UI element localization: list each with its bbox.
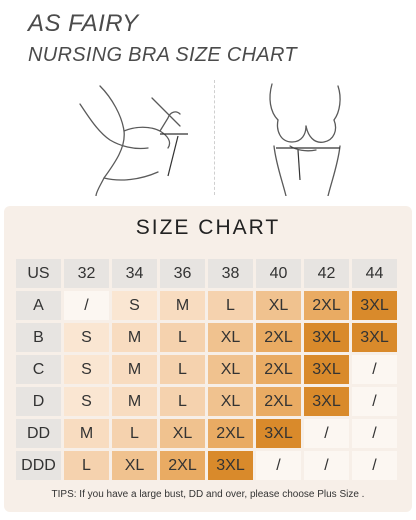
size-cell: 2XL (160, 451, 205, 480)
size-cell: M (112, 387, 157, 416)
size-cell: 3XL (304, 355, 349, 384)
size-cell: XL (112, 451, 157, 480)
size-cell: S (64, 387, 109, 416)
size-chart-title: SIZE CHART (135, 216, 281, 239)
size-cell: 3XL (304, 323, 349, 352)
column-header-band-44: 44 (352, 259, 397, 288)
size-cell: XL (208, 355, 253, 384)
row-header-cup-DD: DD (16, 419, 61, 448)
column-header-band-34: 34 (112, 259, 157, 288)
size-cell: 2XL (304, 291, 349, 320)
row-header-cup-D: D (16, 387, 61, 416)
size-cell: / (256, 451, 301, 480)
row-header-cup-DDD: DDD (16, 451, 61, 480)
size-cell: 3XL (352, 323, 397, 352)
brand-name: AS FAIRY (28, 10, 139, 37)
measuring-tape-left (160, 133, 188, 177)
size-cell: 2XL (208, 419, 253, 448)
size-cell: 3XL (304, 387, 349, 416)
size-cell: 2XL (256, 323, 301, 352)
size-cell: L (64, 451, 109, 480)
size-cell: L (160, 323, 205, 352)
size-cell: / (352, 387, 397, 416)
size-cell: / (352, 419, 397, 448)
size-cell: 3XL (208, 451, 253, 480)
size-cell: 2XL (256, 387, 301, 416)
size-cell: L (112, 419, 157, 448)
column-header-band-42: 42 (304, 259, 349, 288)
size-table-row: DD M L XL 2XL 3XL / / (16, 419, 397, 448)
size-cell: L (160, 387, 205, 416)
column-header-band-32: 32 (64, 259, 109, 288)
size-cell: 2XL (256, 355, 301, 384)
size-cell: M (112, 323, 157, 352)
size-cell: / (304, 419, 349, 448)
size-table-row: A / S M L XL 2XL 3XL (16, 291, 397, 320)
size-cell: / (64, 291, 109, 320)
size-cell: L (160, 355, 205, 384)
row-header-cup-C: C (16, 355, 61, 384)
size-cell: M (64, 419, 109, 448)
column-header-band-38: 38 (208, 259, 253, 288)
measurement-illustration (79, 83, 341, 196)
size-cell: / (304, 451, 349, 480)
chart-subtitle: NURSING BRA SIZE CHART (28, 44, 297, 66)
size-table-row: B S M L XL 2XL 3XL 3XL (16, 323, 397, 352)
size-cell: / (352, 355, 397, 384)
size-tips: TIPS: If you have a large bust, DD and o… (51, 489, 365, 500)
side-profile-figure (79, 85, 181, 196)
size-cell: XL (208, 323, 253, 352)
column-header-us: US (16, 259, 61, 288)
header: AS FAIRY NURSING BRA SIZE CHART (0, 0, 416, 78)
size-cell: S (112, 291, 157, 320)
size-cell: L (208, 291, 253, 320)
size-cell: / (352, 451, 397, 480)
size-cell: XL (160, 419, 205, 448)
front-figure (269, 83, 341, 196)
column-header-band-40: 40 (256, 259, 301, 288)
size-cell: XL (208, 387, 253, 416)
size-cell: M (160, 291, 205, 320)
size-cell: XL (256, 291, 301, 320)
column-header-band-36: 36 (160, 259, 205, 288)
size-table: US 32 34 36 38 40 42 44 A / S M L XL 2XL 3XL B S M L XL 2XL 3X… (13, 256, 400, 483)
size-table-row: D S M L XL 2XL 3XL / (16, 387, 397, 416)
size-cell: S (64, 355, 109, 384)
size-cell: M (112, 355, 157, 384)
row-header-cup-A: A (16, 291, 61, 320)
illustration-divider (214, 80, 215, 195)
measuring-tape-right (276, 147, 340, 181)
size-table-row: C S M L XL 2XL 3XL / (16, 355, 397, 384)
size-cell: S (64, 323, 109, 352)
size-chart-panel: SIZE CHART US 32 34 36 38 40 42 44 A / S M L XL 2XL 3XL… (4, 206, 412, 512)
size-cell: 3XL (352, 291, 397, 320)
row-header-cup-B: B (16, 323, 61, 352)
size-table-row: DDD L XL 2XL 3XL / / / (16, 451, 397, 480)
size-table-header-row: US 32 34 36 38 40 42 44 (16, 259, 397, 288)
size-cell: 3XL (256, 419, 301, 448)
